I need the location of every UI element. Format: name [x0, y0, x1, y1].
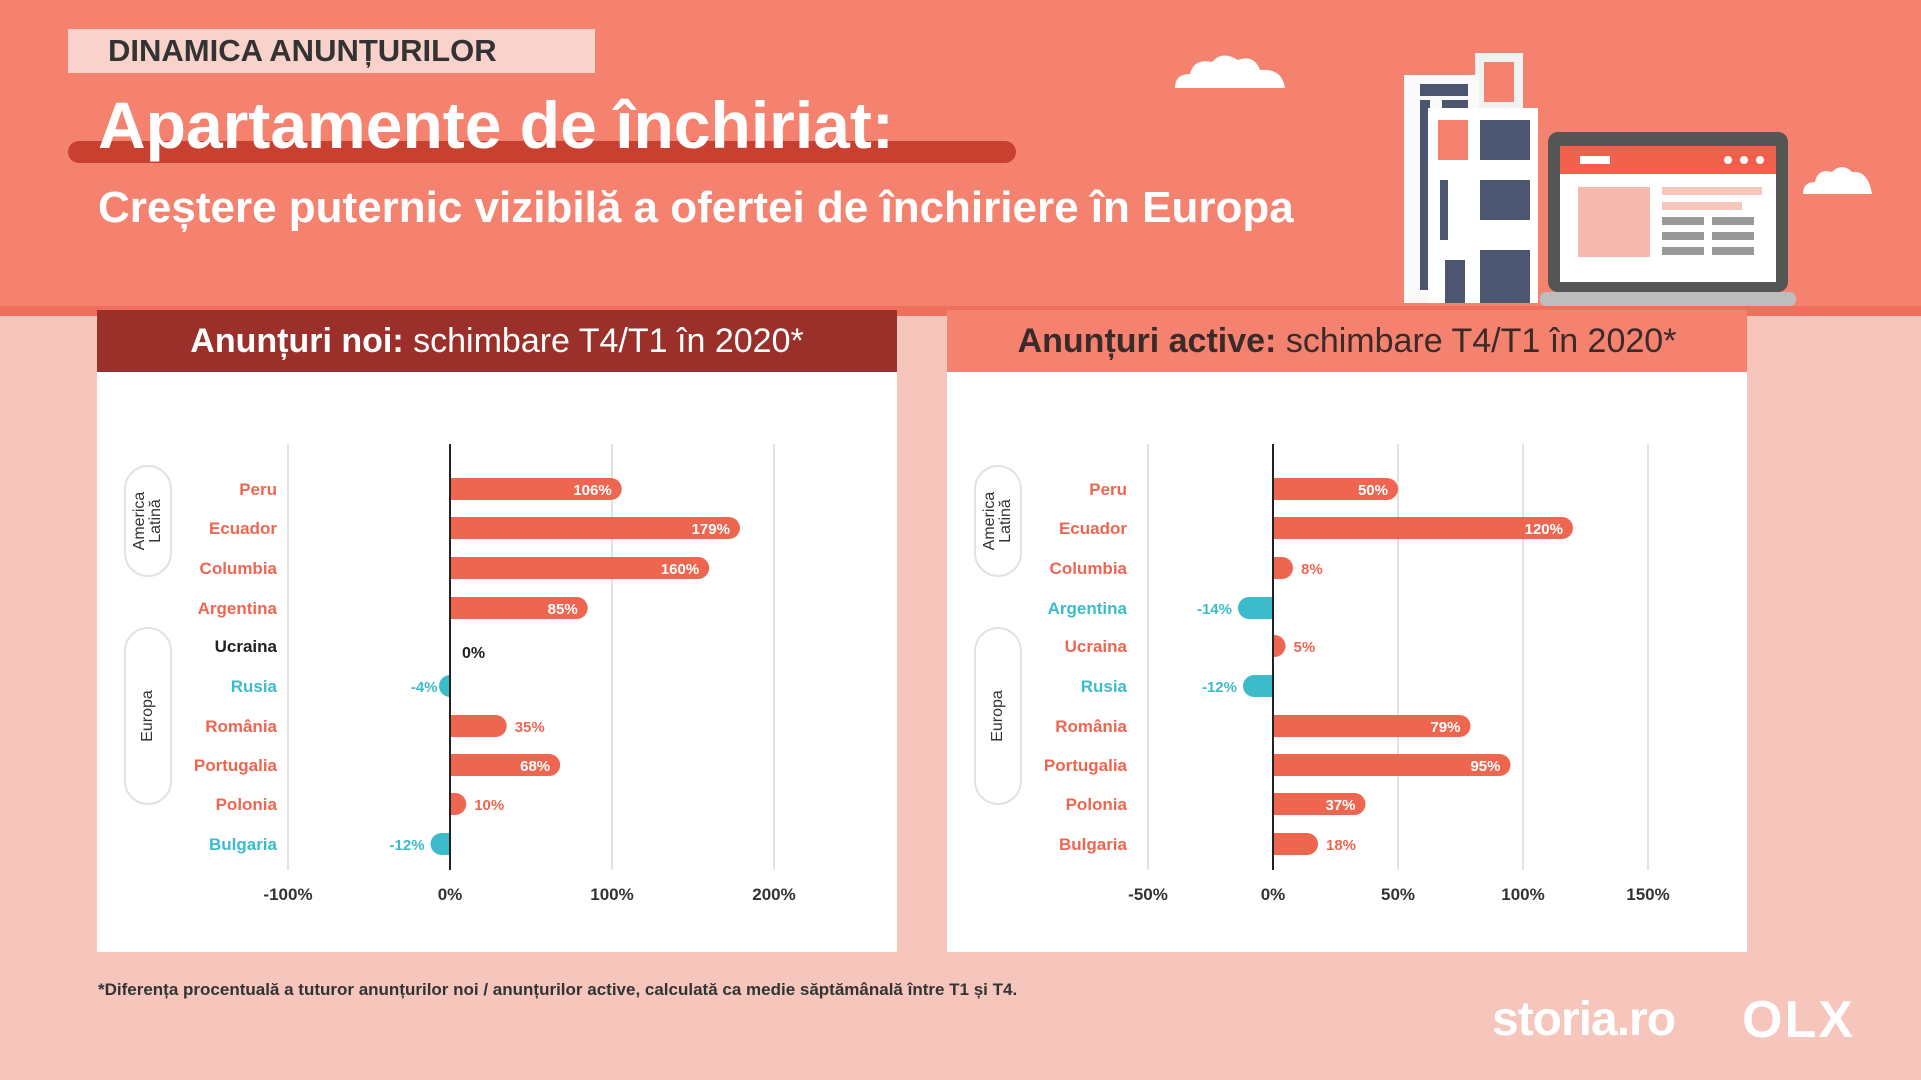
x-tick-label: 100% — [1501, 885, 1544, 904]
data-label: 160% — [661, 561, 699, 578]
x-tick-label: -100% — [263, 885, 312, 904]
data-label: 68% — [520, 758, 550, 775]
data-label: -12% — [1202, 679, 1237, 696]
category-label: Ucraina — [1065, 637, 1128, 656]
bar — [430, 833, 450, 855]
x-tick-label: -50% — [1128, 885, 1168, 904]
building-laptop-illustration — [1404, 53, 1796, 306]
data-label: 79% — [1430, 719, 1460, 736]
panel-title-rest: schimbare T4/T1 în 2020* — [403, 322, 804, 360]
group-label: Europa — [139, 690, 156, 742]
bar — [1273, 635, 1286, 657]
data-label: -4% — [411, 679, 438, 696]
bar — [1273, 754, 1511, 776]
category-label: Rusia — [231, 677, 278, 696]
data-label: 120% — [1525, 521, 1563, 538]
data-label: -14% — [1197, 601, 1232, 618]
category-label: România — [1055, 717, 1127, 736]
data-label: 8% — [1301, 561, 1323, 578]
category-label: Portugalia — [194, 756, 278, 775]
group-bracket — [124, 465, 172, 577]
panel-title-bold: Anunțuri noi: — [190, 322, 404, 360]
category-label: Bulgaria — [1059, 835, 1128, 854]
data-label: 37% — [1325, 797, 1355, 814]
x-tick-label: 200% — [752, 885, 795, 904]
bar — [450, 715, 507, 737]
data-label: -12% — [390, 837, 425, 854]
page-title: Apartamente de închiriat: — [98, 88, 894, 162]
bar — [1273, 557, 1293, 579]
section-tag: DINAMICA ANUNȚURILOR — [68, 29, 595, 73]
category-label: Columbia — [200, 559, 278, 578]
category-label: Ecuador — [1059, 519, 1127, 538]
group-label: Latină — [997, 499, 1014, 543]
panel-title-bold: Anunțuri active: — [1017, 322, 1277, 360]
data-label: 10% — [474, 797, 504, 814]
category-label: Argentina — [1048, 599, 1128, 618]
category-label: Polonia — [1066, 795, 1128, 814]
bar — [450, 517, 740, 539]
group-label: Europa — [989, 690, 1006, 742]
group-bracket — [124, 627, 172, 805]
group-label: Latină — [147, 499, 164, 543]
x-tick-label: 0% — [1261, 885, 1286, 904]
data-label: 179% — [692, 521, 730, 538]
category-label: Columbia — [1050, 559, 1128, 578]
category-label: Ecuador — [209, 519, 277, 538]
category-label: Portugalia — [1044, 756, 1128, 775]
title-underline — [68, 141, 1016, 163]
chart-panel-new-listings: Anunțuri noi: schimbare T4/T1 în 2020* -… — [97, 310, 897, 952]
data-label: 5% — [1294, 639, 1316, 656]
bar — [1273, 478, 1398, 500]
bar — [439, 675, 450, 697]
group-bracket — [974, 465, 1022, 577]
bar — [450, 793, 467, 815]
x-tick-label: 0% — [438, 885, 463, 904]
bar — [1243, 675, 1273, 697]
bar — [450, 557, 710, 579]
cloud-icon — [1803, 167, 1872, 194]
data-label: 106% — [573, 482, 611, 499]
data-label: 85% — [548, 601, 578, 618]
category-label: Ucraina — [215, 637, 278, 656]
data-label: 50% — [1358, 482, 1388, 499]
x-tick-label: 100% — [590, 885, 633, 904]
category-label: Polonia — [216, 795, 278, 814]
bar — [1273, 833, 1318, 855]
footnote: *Diferența procentuală a tuturor anunțur… — [98, 980, 1018, 999]
data-label: 35% — [515, 719, 545, 736]
panel-title: Anunțuri active: schimbare T4/T1 în 2020… — [947, 310, 1747, 372]
category-label: Peru — [239, 480, 277, 499]
data-label: 95% — [1470, 758, 1500, 775]
chart-panel-active-listings: Anunțuri active: schimbare T4/T1 în 2020… — [947, 310, 1747, 952]
group-label: America — [131, 492, 148, 551]
panel-title-rest: schimbare T4/T1 în 2020* — [1276, 322, 1677, 360]
bar — [450, 478, 622, 500]
panel-title: Anunțuri noi: schimbare T4/T1 în 2020* — [97, 310, 897, 372]
category-label: Argentina — [198, 599, 278, 618]
bar — [1273, 517, 1573, 539]
category-label: Bulgaria — [209, 835, 278, 854]
storia-logo: storia.ro — [1492, 993, 1676, 1046]
bar — [1273, 793, 1366, 815]
category-label: România — [205, 717, 277, 736]
data-label: 18% — [1326, 837, 1356, 854]
bar — [450, 754, 561, 776]
bar — [1238, 597, 1273, 619]
group-bracket — [974, 627, 1022, 805]
x-tick-label: 150% — [1626, 885, 1669, 904]
category-label: Rusia — [1081, 677, 1128, 696]
category-label: Peru — [1089, 480, 1127, 499]
page-subtitle: Creștere puternic vizibilă a ofertei de … — [98, 183, 1294, 232]
data-label: 0% — [462, 645, 485, 662]
bar — [450, 597, 588, 619]
x-tick-label: 50% — [1381, 885, 1415, 904]
cloud-icon — [1175, 55, 1285, 88]
olx-logo: OLX — [1742, 991, 1855, 1049]
group-label: America — [981, 492, 998, 551]
bar — [1273, 715, 1471, 737]
